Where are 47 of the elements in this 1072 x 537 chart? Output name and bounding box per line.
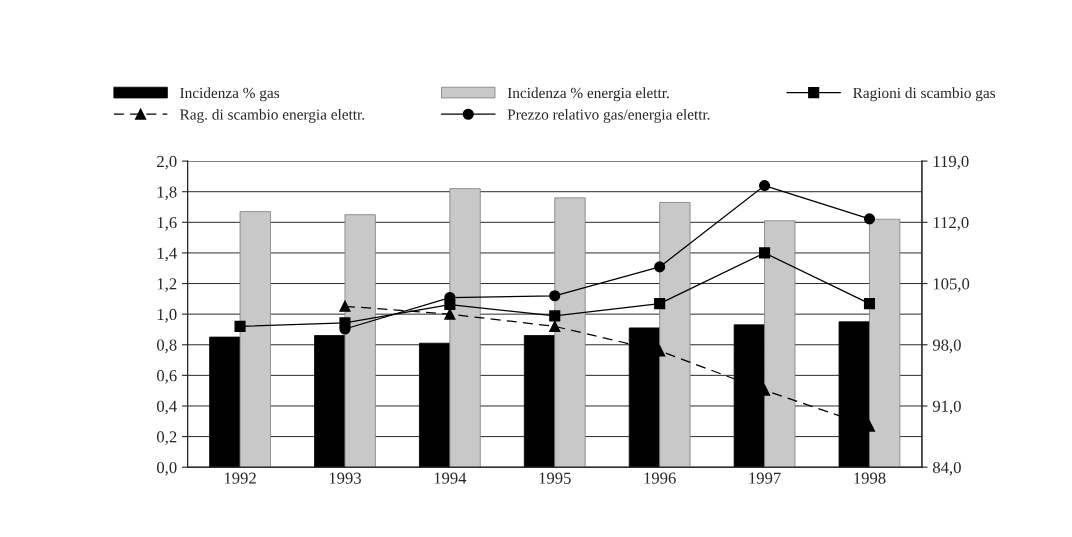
y-tick-label: 1,6 [157,217,177,231]
point [863,298,876,310]
legend-label: Ragioni di scambio gas [853,87,996,102]
point [234,320,246,332]
point [654,298,666,310]
y-tick-label: 1,8 [157,186,177,201]
y2-tick-label: 119,0 [933,155,969,170]
y2-tick-label: 91,0 [932,400,961,415]
y2-tick-label: 112,0 [933,217,969,231]
point [339,300,351,312]
y2-tick-label: 105,0 [933,278,970,292]
y-tick-label: 2,0 [157,155,177,170]
y2-tick-label: 84,0 [932,461,961,476]
bar [239,211,271,468]
y-tick-label: 0,0 [156,461,177,476]
y-tick-label: 0,8 [156,339,177,354]
point [549,320,561,332]
x-tick-label: 1992 [224,472,256,484]
bar [554,197,586,468]
y-tick-label: 0,6 [156,370,177,384]
point [549,290,561,302]
point [654,261,666,273]
legend-label: Incidenza % energia elettr. [507,87,669,102]
x-tick-label: 1994 [434,472,467,484]
bar [344,214,376,468]
x-tick-label: 1996 [644,472,676,484]
y-tick-label: 0,2 [156,431,177,445]
x-tick-label: 1993 [329,472,361,484]
bar [764,220,796,468]
point [549,310,561,322]
legend-label: Prezzo relativo gas/energia elettr. [507,108,710,123]
point [863,213,876,225]
legend-label: Incidenza % gas [180,87,280,102]
point [759,247,771,259]
bar [449,188,481,468]
point [759,180,771,192]
bar [869,218,901,468]
legend-label: Rag. di scambio energia elettr. [180,108,365,123]
x-tick-label: 1998 [854,472,886,484]
y-tick-label: 1,0 [157,308,177,323]
y-tick-label: 1,4 [157,247,177,262]
y-tick-label: 0,4 [156,400,177,415]
x-tick-label: 1995 [539,472,571,484]
y-tick-label: 1,2 [157,278,177,292]
x-tick-label: 1997 [749,472,781,484]
y2-tick-label: 98,0 [932,339,961,354]
bar [659,202,691,468]
